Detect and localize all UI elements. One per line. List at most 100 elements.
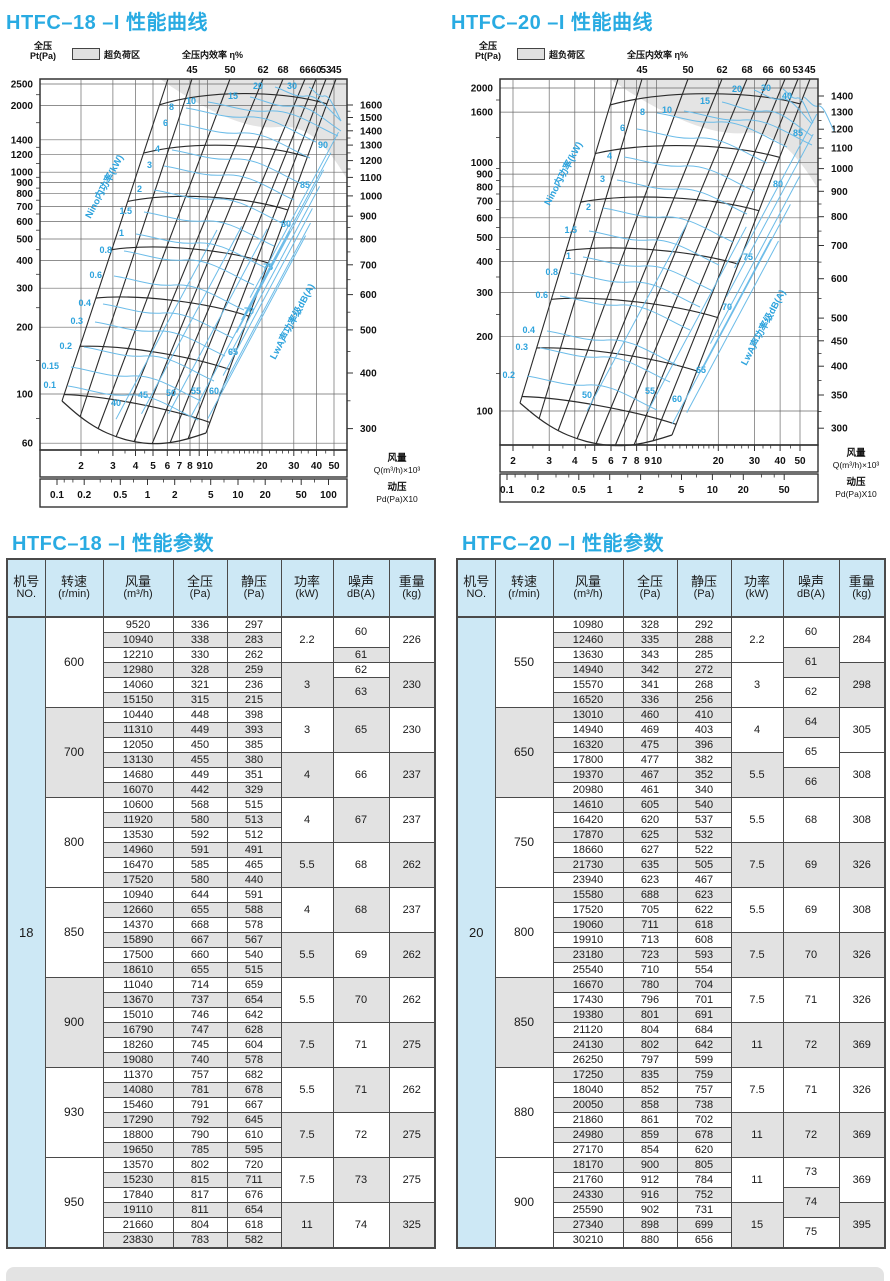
noise-cell: 68	[332, 842, 390, 888]
table-row: 900 11040 714 659 5.5 70 262	[7, 977, 436, 1068]
svg-text:0.4: 0.4	[522, 325, 535, 335]
total-pressure-cell: 627	[622, 842, 678, 858]
flow-cell: 11040	[102, 977, 174, 993]
flow-cell: 12980	[102, 662, 174, 678]
static-pressure-cell: 738	[676, 1097, 732, 1113]
svg-text:5: 5	[208, 490, 214, 501]
svg-text:1: 1	[607, 485, 613, 496]
svg-text:2000: 2000	[471, 84, 494, 95]
table-row: 17870 625 532	[457, 827, 885, 843]
flow-cell: 13670	[102, 992, 174, 1008]
flow-cell: 15150	[102, 692, 174, 708]
weight-cell: 237	[388, 797, 436, 843]
static-pressure-cell: 720	[226, 1157, 282, 1173]
flow-cell: 17840	[102, 1187, 174, 1203]
flow-cell: 18660	[552, 842, 624, 858]
speed-cell: 800	[494, 887, 554, 978]
total-pressure-cell: 713	[622, 932, 678, 948]
power-cell: 2.2	[280, 616, 334, 663]
power-cell: 15	[730, 1202, 784, 1249]
table-row: 19370 467 352 66	[457, 767, 885, 798]
table-row: 23830 783 582	[7, 1232, 435, 1249]
svg-text:100: 100	[476, 407, 493, 418]
power-cell: 11	[730, 1157, 784, 1203]
total-pressure-cell: 580	[172, 872, 228, 888]
total-pressure-cell: 790	[172, 1127, 228, 1143]
power-cell: 3	[280, 707, 334, 753]
static-pressure-cell: 618	[226, 1217, 282, 1233]
svg-text:风量: 风量	[387, 452, 407, 464]
static-pressure-cell: 642	[226, 1007, 282, 1023]
svg-text:50: 50	[582, 390, 592, 400]
static-pressure-cell: 285	[676, 647, 732, 663]
svg-text:0.6: 0.6	[89, 270, 102, 280]
total-pressure-cell: 854	[622, 1142, 678, 1158]
static-pressure-cell: 505	[676, 857, 732, 873]
static-pressure-cell: 691	[676, 1007, 732, 1023]
static-pressure-cell: 554	[676, 962, 732, 978]
svg-text:8: 8	[634, 456, 640, 467]
table-row: 15230 815 711	[7, 1172, 435, 1188]
efficiency-label: 全压内效率 η%	[182, 50, 244, 60]
table-row: 15890 667 567 5.5 69 262	[7, 932, 436, 978]
static-pressure-cell: 292	[676, 616, 732, 633]
svg-text:3: 3	[546, 456, 552, 467]
svg-text:3: 3	[147, 160, 152, 170]
svg-text:1200: 1200	[360, 156, 383, 167]
table-title-htfc18: HTFC–18 –I 性能参数	[12, 533, 214, 555]
svg-text:3: 3	[600, 174, 605, 184]
power-cell: 5.5	[730, 797, 784, 843]
noise-cell: 72	[782, 1022, 840, 1068]
speed-cell: 930	[44, 1067, 104, 1158]
svg-text:4: 4	[572, 456, 578, 467]
total-pressure-cell: 796	[622, 992, 678, 1008]
efficiency-label: 全压内效率 η%	[627, 50, 689, 60]
total-pressure-cell: 714	[172, 977, 228, 993]
noise-cell: 75	[782, 1217, 840, 1249]
svg-text:2: 2	[638, 485, 644, 496]
svg-text:20: 20	[738, 485, 750, 496]
svg-text:45: 45	[138, 390, 148, 400]
static-pressure-cell: 288	[676, 632, 732, 648]
total-pressure-cell: 723	[622, 947, 678, 963]
static-pressure-cell: 682	[226, 1067, 282, 1083]
svg-text:45: 45	[330, 65, 342, 76]
svg-text:400: 400	[831, 362, 848, 373]
speed-curves	[521, 93, 801, 425]
svg-text:53: 53	[320, 65, 332, 76]
noise-cell: 71	[782, 1067, 840, 1113]
model-no-cell: 18	[6, 616, 46, 1249]
total-pressure-cell: 880	[622, 1232, 678, 1249]
flow-cell: 11370	[102, 1067, 174, 1083]
svg-text:10: 10	[662, 105, 672, 115]
svg-text:1000: 1000	[360, 191, 383, 202]
static-pressure-cell: 582	[226, 1232, 282, 1249]
svg-text:50: 50	[224, 65, 236, 76]
table-row: 10940 338 283	[7, 632, 435, 648]
svg-text:1000: 1000	[11, 168, 34, 179]
svg-text:2500: 2500	[11, 80, 34, 91]
svg-text:60: 60	[672, 394, 682, 404]
table-row: 19650 785 595	[7, 1142, 435, 1158]
total-pressure-cell: 900	[622, 1157, 678, 1173]
table-row: 16790 747 628 7.5 71 275	[7, 1022, 436, 1068]
table-row: 18 600 9520 336 297 2.2 60 226	[6, 616, 436, 1249]
flow-cell: 14940	[552, 662, 624, 678]
table-row: 18660 627 522 7.5 69 326	[457, 842, 886, 888]
static-pressure-cell: 805	[676, 1157, 732, 1173]
svg-text:6: 6	[608, 456, 614, 467]
flow-cell: 16520	[552, 692, 624, 708]
flow-cell: 14610	[552, 797, 624, 813]
flow-cell: 16320	[552, 737, 624, 753]
flow-cell: 19910	[552, 932, 624, 948]
svg-text:30: 30	[761, 83, 771, 93]
svg-text:Q(m³/h)×10³: Q(m³/h)×10³	[833, 460, 880, 470]
svg-text:0.1: 0.1	[43, 380, 56, 390]
flow-cell: 12660	[102, 902, 174, 918]
static-pressure-cell: 784	[676, 1172, 732, 1188]
noise-cell: 61	[332, 647, 390, 663]
weight-cell: 325	[388, 1202, 436, 1249]
flow-cell: 17250	[552, 1067, 624, 1083]
static-pressure-cell: 701	[676, 992, 732, 1008]
static-pressure-cell: 618	[676, 917, 732, 933]
